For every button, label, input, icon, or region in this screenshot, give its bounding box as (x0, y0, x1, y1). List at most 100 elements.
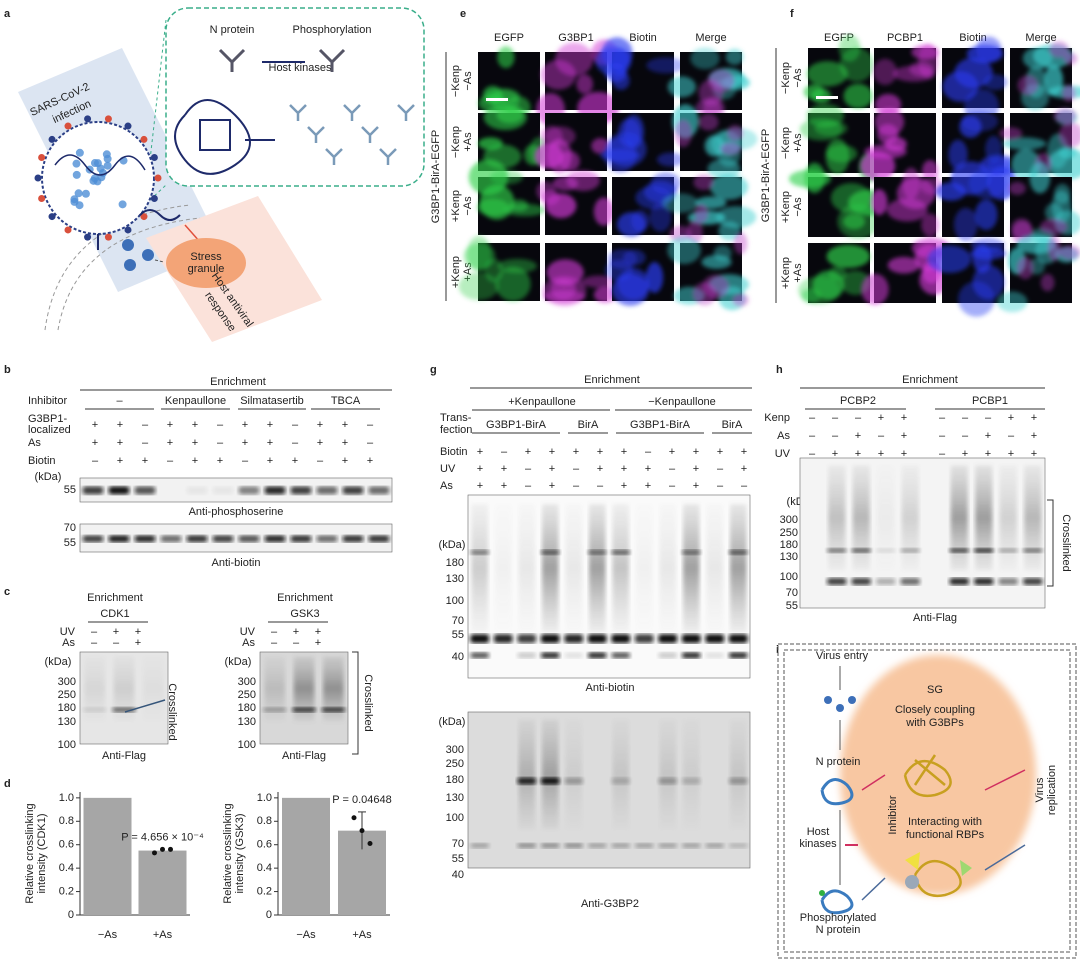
cell-signal (725, 48, 744, 66)
free-protein (397, 104, 415, 121)
cell-signal (552, 176, 578, 191)
cell-signal (468, 159, 509, 196)
band (681, 843, 701, 849)
bar (83, 797, 132, 915)
cell-signal (825, 138, 850, 175)
band (316, 535, 338, 543)
band (900, 578, 921, 585)
label: + (342, 419, 348, 431)
cell-signal (803, 84, 825, 100)
label: 130 (446, 573, 464, 585)
band (470, 549, 490, 555)
label: + (217, 455, 223, 467)
cell-signal (983, 74, 1008, 91)
label: + (117, 419, 123, 431)
bracket (1047, 499, 1054, 587)
cell-signal (1063, 52, 1078, 65)
band (900, 548, 921, 553)
label: 1.0 (257, 792, 272, 804)
cell-signal (698, 113, 719, 131)
y-protein (218, 48, 346, 72)
point (160, 846, 165, 852)
panel-label: a (4, 8, 11, 20)
signal (536, 39, 620, 126)
label: + (117, 455, 123, 467)
label: TBCA (331, 395, 361, 407)
band (564, 843, 584, 849)
signal (798, 244, 871, 305)
virion (824, 696, 832, 704)
band (728, 777, 748, 785)
bar (138, 850, 187, 915)
spike (48, 135, 56, 143)
arrow (984, 769, 1026, 791)
band (517, 634, 537, 644)
cell-signal (1022, 47, 1053, 70)
label: +Kenp (450, 190, 462, 222)
cell-signal (559, 151, 581, 172)
label: + (167, 419, 173, 431)
cell-signal (1039, 218, 1068, 235)
band (973, 578, 994, 585)
cell-signal (871, 189, 888, 216)
label: 0.4 (257, 862, 272, 874)
label: 180 (446, 557, 464, 569)
band (470, 652, 490, 659)
band (611, 549, 631, 555)
band (262, 707, 287, 713)
label: + (669, 446, 675, 458)
spike (64, 226, 72, 234)
scale-bar (816, 96, 838, 99)
n-protein (70, 197, 79, 206)
label: G3BP1-BirA-EGFP (430, 130, 442, 224)
label: 1.0 (59, 792, 74, 804)
panel-label: g (430, 364, 437, 376)
label: – (741, 480, 748, 492)
band (321, 707, 346, 713)
label: +Kenpaullone (508, 396, 576, 408)
smear (264, 656, 285, 721)
label: BirA (722, 419, 743, 431)
smear (706, 504, 723, 633)
label: 55 (786, 600, 798, 612)
label: 0.2 (257, 885, 272, 897)
cell-signal (692, 282, 717, 306)
cell-signal (1054, 183, 1071, 204)
label: 0.8 (257, 815, 272, 827)
label: + (117, 437, 123, 449)
label: PCBP1 (887, 32, 923, 44)
cell-signal (661, 193, 699, 213)
label: – (573, 480, 580, 492)
signal (667, 47, 751, 123)
cell-signal (1040, 273, 1055, 292)
label: Closely coupling (895, 704, 975, 716)
spike (34, 174, 42, 182)
label: 70 (786, 587, 798, 599)
cell-signal (927, 245, 972, 274)
label: 130 (780, 551, 798, 563)
signal (542, 259, 618, 307)
signal (667, 232, 750, 311)
label: UV (775, 448, 791, 460)
cell-signal (828, 266, 847, 282)
band (705, 652, 725, 659)
spike (38, 153, 46, 161)
label: 180 (780, 539, 798, 551)
cell-signal (541, 189, 560, 206)
label: + (621, 446, 627, 458)
label: Virus entry (816, 650, 869, 662)
band (82, 535, 104, 543)
band (681, 634, 701, 644)
band (658, 634, 678, 644)
virion (848, 696, 856, 704)
band (517, 652, 537, 659)
cell-signal (693, 174, 714, 191)
signal (616, 172, 681, 237)
label: + (549, 446, 555, 458)
label: + (832, 448, 838, 460)
label: Relative crosslinking (24, 803, 36, 903)
label: – (809, 430, 816, 442)
cell-signal (843, 83, 873, 109)
label: As (242, 637, 255, 649)
